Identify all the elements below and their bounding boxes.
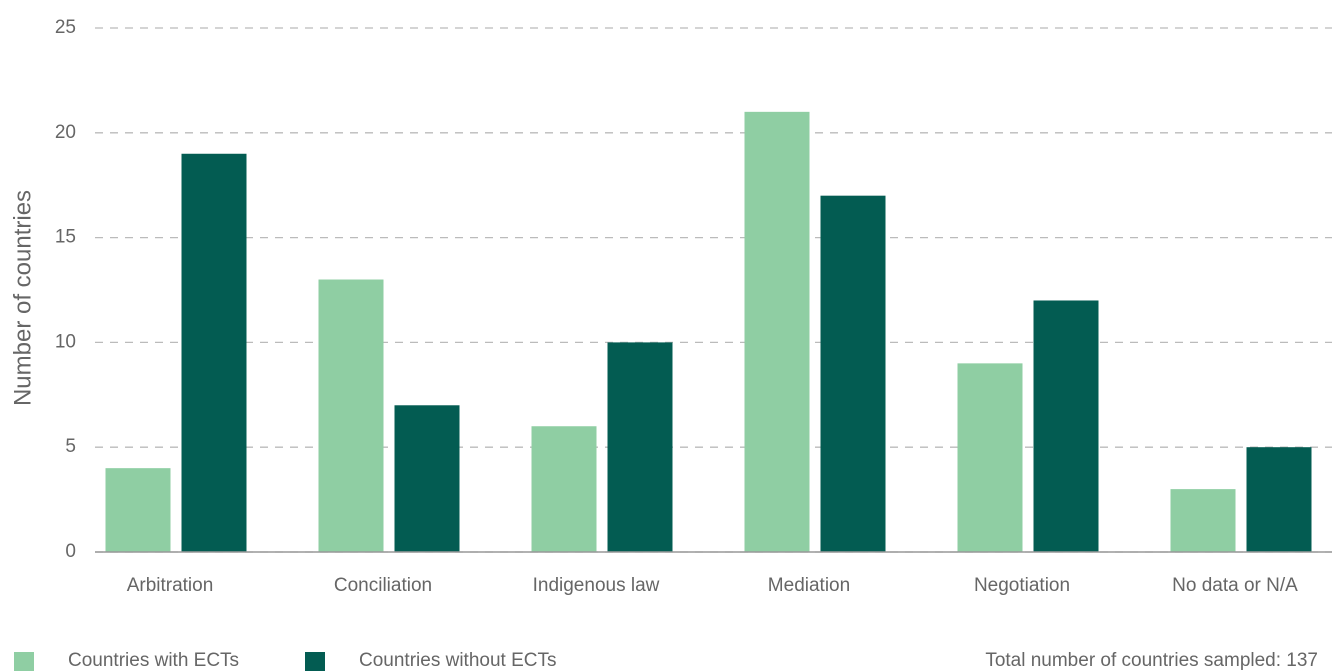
- legend-swatch: [14, 652, 34, 671]
- y-tick-label: 0: [65, 541, 76, 562]
- x-tick-label: Conciliation: [333, 575, 433, 596]
- bar: [1246, 447, 1312, 552]
- legend-label: Countries without ECTs: [359, 650, 556, 671]
- bar: [394, 405, 460, 552]
- y-tick-label: 20: [55, 122, 76, 143]
- y-tick-label: 5: [65, 436, 76, 457]
- x-tick-label: Mediation: [767, 575, 851, 596]
- bar: [318, 279, 384, 552]
- bar: [607, 342, 673, 552]
- y-tick-label: 10: [55, 331, 76, 352]
- x-tick-label: Arbitration: [126, 575, 214, 596]
- bar: [820, 195, 886, 552]
- bar: [957, 363, 1023, 552]
- bar: [744, 111, 810, 552]
- bar: [1033, 300, 1099, 552]
- y-tick-label: 15: [55, 227, 76, 248]
- bar: [531, 426, 597, 552]
- y-axis-label: Number of countries: [9, 190, 36, 406]
- x-tick-label: Negotiation: [973, 575, 1071, 596]
- x-tick-label: No data or N/A: [1172, 575, 1298, 596]
- bar: [105, 468, 171, 552]
- y-tick-label: 25: [55, 17, 76, 38]
- legend-label: Countries with ECTs: [68, 650, 239, 671]
- x-tick-label: Indigenous law: [532, 575, 660, 596]
- bar: [181, 153, 247, 552]
- legend-swatch: [305, 652, 325, 671]
- annotation: Total number of countries sampled: 137: [985, 650, 1318, 671]
- bar: [1170, 489, 1236, 552]
